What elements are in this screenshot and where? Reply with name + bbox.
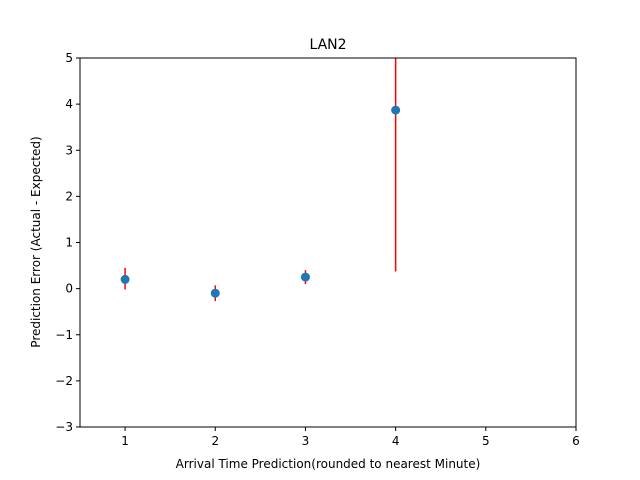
x-axis-label: Arrival Time Prediction(rounded to neare…: [176, 457, 481, 471]
y-tick-label: 1: [65, 236, 73, 250]
y-axis-label: Prediction Error (Actual - Expected): [29, 136, 43, 347]
x-tick-label: 5: [482, 434, 490, 448]
y-tick-label: 5: [65, 51, 73, 65]
data-point: [210, 288, 220, 298]
chart-title: LAN2: [309, 37, 346, 53]
y-axis: −3 −2 −1 0 1 2 3 4 5: [55, 51, 80, 434]
x-tick-label: 4: [392, 434, 400, 448]
x-axis: 1 2 3 4 5 6: [121, 427, 580, 448]
data-point: [300, 272, 310, 282]
y-tick-label: −3: [55, 420, 73, 434]
x-tick-label: 6: [572, 434, 580, 448]
y-tick-label: −1: [55, 328, 73, 342]
x-tick-label: 1: [121, 434, 129, 448]
y-tick-label: −2: [55, 374, 73, 388]
y-tick-label: 0: [65, 282, 73, 296]
plot-frame: [79, 57, 577, 428]
data-point: [120, 274, 130, 284]
x-tick-label: 2: [211, 434, 219, 448]
data-point: [391, 105, 401, 115]
plot-area: [120, 58, 401, 302]
y-tick-label: 2: [65, 189, 73, 203]
y-tick-label: 3: [65, 143, 73, 157]
x-tick-label: 3: [302, 434, 310, 448]
y-tick-label: 4: [65, 97, 73, 111]
